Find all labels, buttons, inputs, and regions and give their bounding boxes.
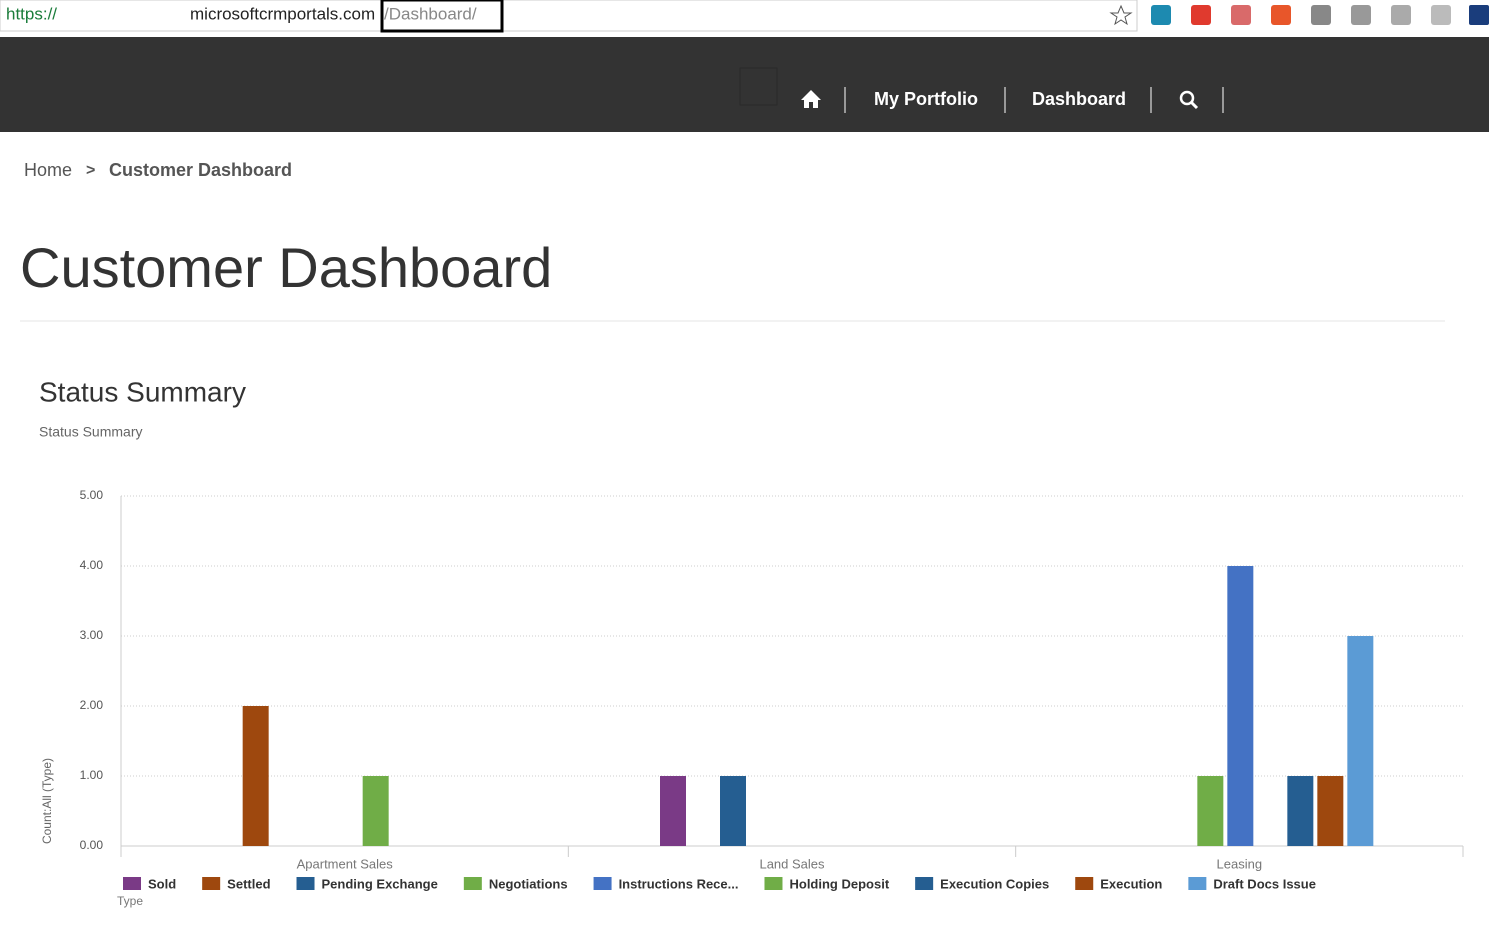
url-host: microsoftcrmportals.com <box>190 4 375 23</box>
extension-icon[interactable] <box>1271 5 1291 25</box>
extension-icon[interactable] <box>1431 5 1451 25</box>
legend-swatch <box>593 877 612 890</box>
x-tick-label: Apartment Sales <box>297 856 394 871</box>
url-scheme: https:// <box>6 4 57 23</box>
y-tick-label: 3.00 <box>80 628 104 642</box>
breadcrumb-separator: > <box>86 162 95 179</box>
y-tick-label: 2.00 <box>80 698 104 712</box>
legend-label: Instructions Rece... <box>619 876 739 891</box>
legend-swatch <box>296 877 315 890</box>
y-axis-label: Count:All (Type) <box>40 758 54 844</box>
nav-link[interactable]: Dashboard <box>1032 89 1126 109</box>
legend-label: Settled <box>227 876 270 891</box>
extension-icon[interactable] <box>1191 5 1211 25</box>
y-tick-label: 5.00 <box>80 488 104 502</box>
bar <box>720 776 746 846</box>
legend-label: Pending Exchange <box>322 876 438 891</box>
page-title: Customer Dashboard <box>20 236 552 299</box>
legend-label: Sold <box>148 876 176 891</box>
legend-swatch <box>202 877 221 890</box>
legend-swatch <box>1075 877 1094 890</box>
legend-label: Execution <box>1100 876 1162 891</box>
legend-label: Holding Deposit <box>789 876 889 891</box>
nav-placeholder <box>739 67 778 106</box>
chart-title: Status Summary <box>39 376 246 407</box>
legend-swatch <box>463 877 482 890</box>
bar <box>1317 776 1344 846</box>
bar <box>1227 566 1254 846</box>
bookmark-star[interactable] <box>1109 4 1133 26</box>
x-tick-label: Land Sales <box>759 856 825 871</box>
x-tick-label: Leasing <box>1217 856 1263 871</box>
bar <box>1287 776 1314 846</box>
extension-icon[interactable] <box>1311 5 1331 25</box>
legend-swatch <box>764 877 783 890</box>
url-field[interactable] <box>0 0 1138 32</box>
legend-label: Draft Docs Issue <box>1213 876 1316 891</box>
nav-link[interactable]: My Portfolio <box>874 89 978 109</box>
breadcrumb-current: Customer Dashboard <box>109 160 292 180</box>
extension-icon[interactable] <box>1469 5 1489 25</box>
url-highlight <box>380 0 504 33</box>
legend-swatch <box>123 877 141 890</box>
search-icon-handle <box>1189 100 1199 110</box>
search-icon[interactable] <box>1179 90 1195 106</box>
legend-label: Execution Copies <box>940 876 1049 891</box>
bar <box>1197 776 1224 846</box>
bar <box>242 706 269 846</box>
extension-icon[interactable] <box>1351 5 1371 25</box>
legend-label: Negotiations <box>489 876 568 891</box>
nav-bar <box>0 37 1489 132</box>
y-tick-label: 4.00 <box>80 558 104 572</box>
legend-swatch <box>915 877 934 890</box>
bar <box>362 776 389 846</box>
y-tick-label: 0.00 <box>80 838 104 852</box>
y-tick-label: 1.00 <box>80 768 104 782</box>
home-icon[interactable] <box>801 90 821 108</box>
x-axis-label: Type <box>117 894 143 908</box>
chart-subtitle: Status Summary <box>39 424 142 440</box>
legend-swatch <box>1188 877 1207 890</box>
extension-icon[interactable] <box>1391 5 1411 25</box>
breadcrumb-link[interactable]: Home <box>24 160 72 180</box>
extension-icon[interactable] <box>1231 5 1251 25</box>
bar <box>1347 636 1374 846</box>
url-path: /Dashboard/ <box>384 4 477 23</box>
extension-icon[interactable] <box>1151 5 1171 25</box>
bar <box>660 776 686 846</box>
